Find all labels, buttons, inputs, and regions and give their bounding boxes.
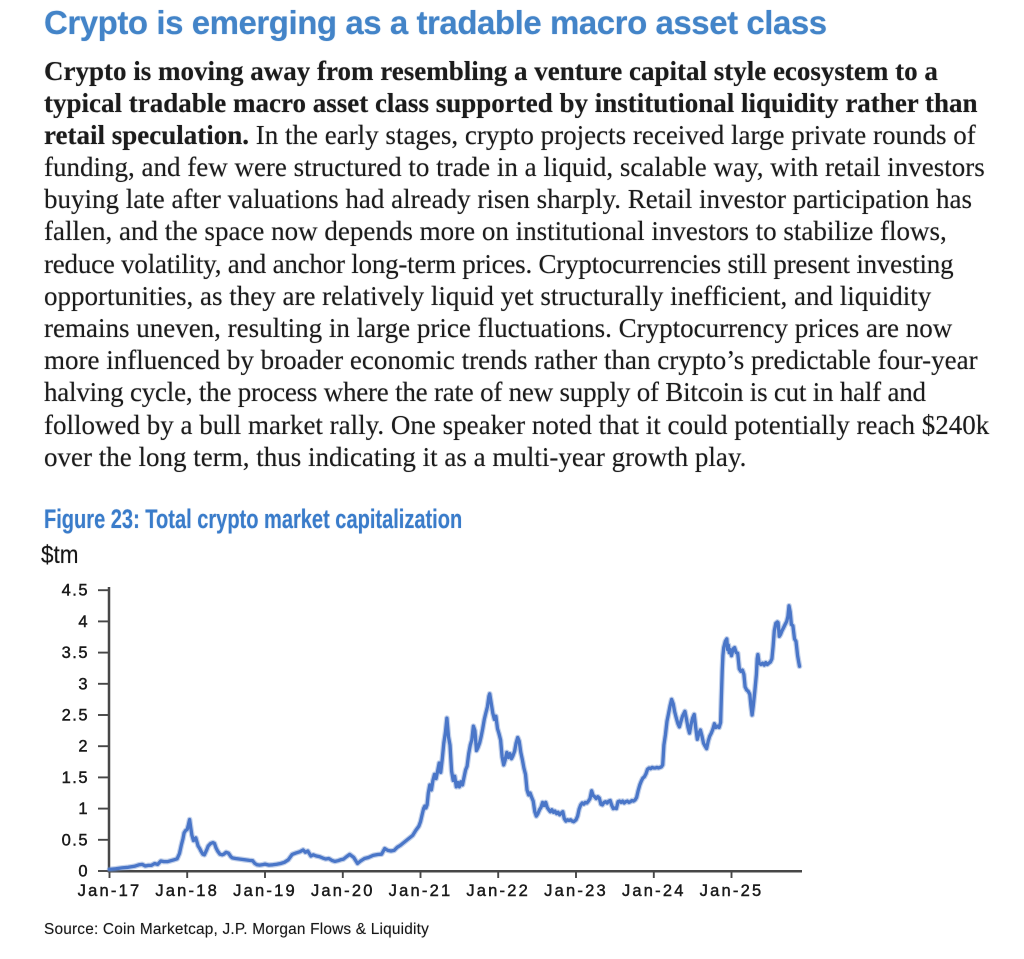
svg-text:1.5: 1.5 — [62, 769, 89, 787]
svg-text:0: 0 — [78, 863, 89, 881]
svg-text:Jan-21: Jan-21 — [389, 882, 453, 900]
svg-text:Jan-25: Jan-25 — [700, 882, 764, 900]
svg-text:1: 1 — [78, 800, 89, 818]
svg-text:2: 2 — [78, 738, 89, 756]
svg-text:4: 4 — [78, 613, 89, 631]
svg-text:Jan-19: Jan-19 — [233, 882, 297, 900]
svg-text:Jan-22: Jan-22 — [466, 882, 530, 900]
svg-text:Jan-18: Jan-18 — [155, 882, 219, 900]
svg-text:0.5: 0.5 — [62, 831, 89, 849]
svg-text:Jan-24: Jan-24 — [622, 882, 686, 900]
svg-text:3.5: 3.5 — [62, 644, 89, 662]
svg-text:3: 3 — [78, 675, 89, 693]
svg-text:Jan-17: Jan-17 — [78, 882, 142, 900]
svg-text:Jan-20: Jan-20 — [311, 882, 375, 900]
svg-text:2.5: 2.5 — [62, 707, 89, 725]
svg-text:4.5: 4.5 — [62, 582, 89, 600]
svg-text:Jan-23: Jan-23 — [544, 882, 608, 900]
